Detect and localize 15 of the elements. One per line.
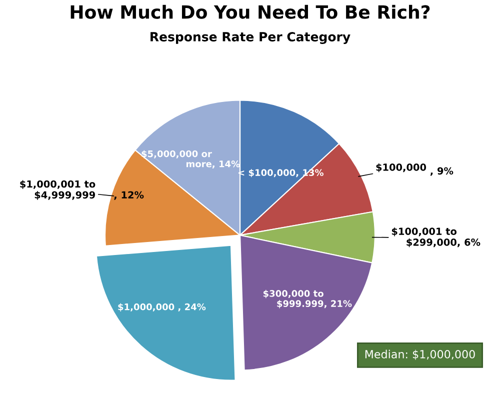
slice-label: $300,000 to $999.999	[263, 290, 324, 308]
text: Median: $1,000,000	[365, 350, 475, 360]
data-label: , 9%	[430, 167, 454, 176]
data-label: , 24%	[178, 303, 206, 312]
slice-label: $100,001 to $299,000	[392, 227, 457, 248]
chart-title: How Much Do You Need To Be Rich?	[70, 4, 430, 19]
data-label: , 12%	[114, 191, 144, 200]
slice-label: $100,000	[376, 163, 426, 172]
slice-label: $5,000,000 or more	[142, 150, 212, 168]
data-label: , 14%	[212, 160, 240, 168]
slice-label: $1,000,000	[118, 303, 174, 312]
data-label: , 6%	[457, 238, 480, 248]
data-label: , 21%	[324, 300, 352, 308]
slice-label: $1,000,001 to $4,999,999	[20, 180, 96, 200]
chart-subtitle: Response Rate Per Category	[150, 32, 350, 44]
